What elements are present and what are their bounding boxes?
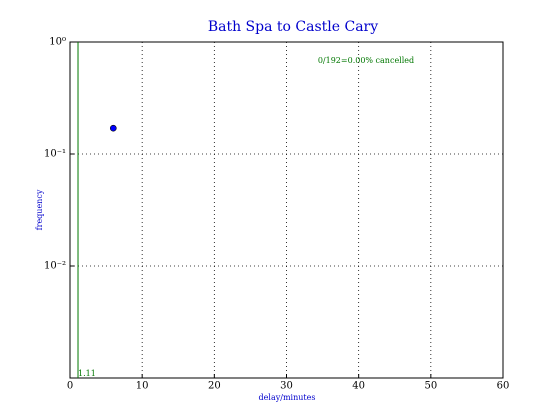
y-tick-label: 10⁰ <box>49 37 66 48</box>
chart-title: Bath Spa to Castle Cary <box>208 19 378 35</box>
y-axis-label: frequency <box>35 189 44 230</box>
x-tick-label: 30 <box>280 381 293 392</box>
x-tick-label: 20 <box>208 381 221 392</box>
annotation: 0/192=0.00% cancelled <box>318 56 414 65</box>
x-tick-label: 50 <box>424 381 437 392</box>
x-axis-label: delay/minutes <box>259 393 316 402</box>
x-tick-label: 0 <box>67 381 73 392</box>
y-tick-label: 10⁻² <box>44 261 66 272</box>
x-tick-label: 40 <box>352 381 365 392</box>
reference-label: 1.11 <box>78 369 96 378</box>
x-tick-label: 10 <box>136 381 149 392</box>
marker-point <box>110 124 117 132</box>
y-tick-label: 10⁻¹ <box>44 149 66 160</box>
x-tick-label: 60 <box>497 381 510 392</box>
